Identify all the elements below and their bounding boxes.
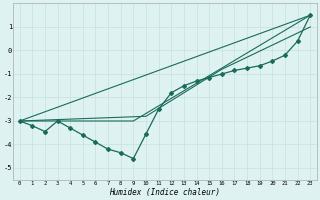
X-axis label: Humidex (Indice chaleur): Humidex (Indice chaleur)	[109, 188, 220, 197]
